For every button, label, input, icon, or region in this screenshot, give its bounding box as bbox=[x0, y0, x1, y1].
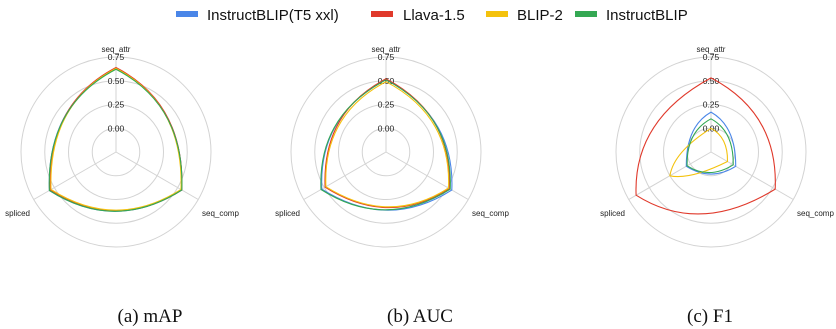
legend-swatch bbox=[575, 11, 597, 17]
series-line bbox=[324, 78, 450, 209]
caption-auc: (b) AUC bbox=[387, 306, 453, 327]
legend-swatch bbox=[176, 11, 198, 17]
series-line bbox=[48, 68, 183, 212]
radial-tick-label: 0.00 bbox=[108, 123, 125, 133]
legend: InstructBLIP(T5 xxl) Llava-1.5 BLIP-2 In… bbox=[176, 7, 688, 24]
series-line bbox=[320, 79, 451, 211]
legend-item: InstructBLIP(T5 xxl) bbox=[176, 7, 339, 24]
series-line bbox=[635, 77, 776, 215]
axis-label: seq_comp bbox=[202, 209, 239, 218]
radial-tick-label: 0.25 bbox=[703, 100, 720, 110]
axis-label: seq_attr bbox=[697, 45, 726, 54]
radial-tick-label: 0.75 bbox=[378, 52, 395, 62]
legend-swatch bbox=[371, 11, 393, 17]
axis-spoke bbox=[303, 151, 387, 200]
legend-item: Llava-1.5 bbox=[371, 7, 465, 24]
radial-tick-label: 0.00 bbox=[378, 123, 395, 133]
radial-tick-label: 0.25 bbox=[108, 100, 125, 110]
axis-label: seq_comp bbox=[797, 209, 834, 218]
legend-label: Llava-1.5 bbox=[403, 7, 465, 24]
radial-tick-label: 0.75 bbox=[108, 52, 125, 62]
axis-spoke bbox=[710, 151, 794, 200]
axis-spoke bbox=[33, 151, 117, 200]
axis-spoke bbox=[115, 151, 199, 200]
axis-label: spliced bbox=[5, 209, 30, 218]
axis-label: spliced bbox=[600, 209, 625, 218]
series-line bbox=[685, 111, 737, 175]
series-line bbox=[669, 127, 729, 178]
caption-map: (a) mAP bbox=[118, 306, 183, 327]
legend-label: InstructBLIP bbox=[606, 7, 688, 24]
caption-f1: (c) F1 bbox=[687, 306, 733, 327]
axis-label: seq_comp bbox=[472, 209, 509, 218]
legend-item: BLIP-2 bbox=[486, 7, 563, 24]
axis-label: seq_attr bbox=[372, 45, 401, 54]
axis-label: seq_attr bbox=[102, 45, 131, 54]
axis-label: spliced bbox=[275, 209, 300, 218]
legend-label: BLIP-2 bbox=[517, 7, 563, 24]
series-line bbox=[686, 118, 734, 174]
legend-item: InstructBLIP bbox=[575, 7, 688, 24]
legend-swatch bbox=[486, 11, 508, 17]
radial-tick-label: 0.50 bbox=[378, 76, 395, 86]
axis-spoke bbox=[385, 151, 469, 200]
series-line bbox=[325, 81, 450, 208]
radial-tick-label: 0.50 bbox=[703, 76, 720, 86]
radial-tick-label: 0.25 bbox=[378, 100, 395, 110]
legend-label: InstructBLIP(T5 xxl) bbox=[207, 7, 339, 24]
radial-tick-label: 0.50 bbox=[108, 76, 125, 86]
radial-tick-label: 0.75 bbox=[703, 52, 720, 62]
